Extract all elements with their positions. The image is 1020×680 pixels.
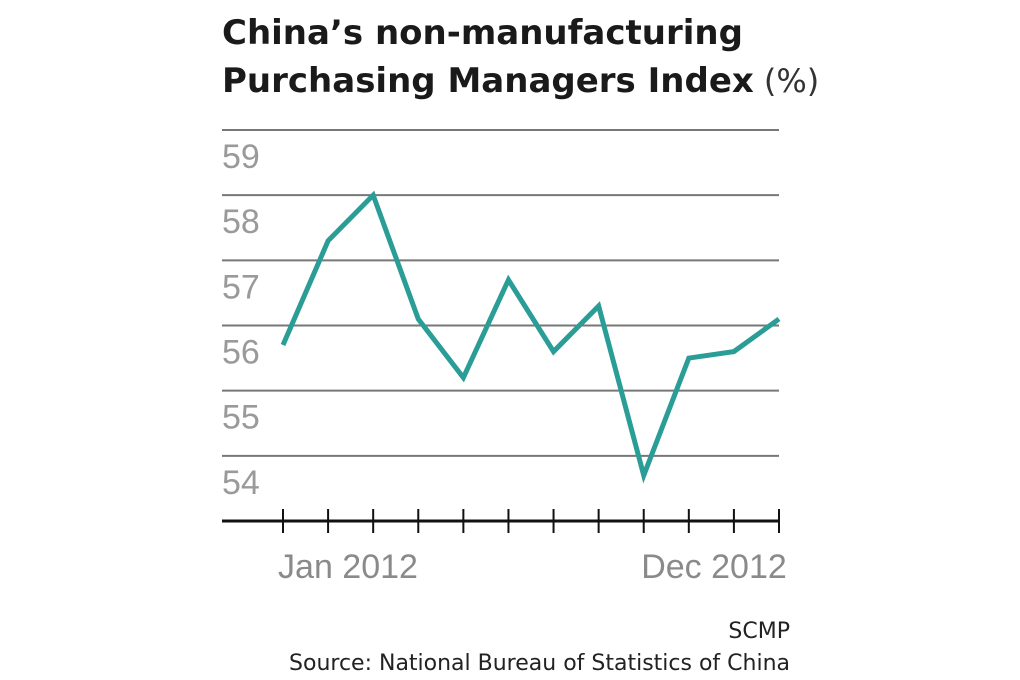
y-tick-label: 56 [222,334,260,372]
x-tick-label: Dec 2012 [641,548,787,586]
chart-title: Purchasing Managers Index (%) [222,61,819,101]
y-tick-label: 59 [222,138,260,176]
y-tick-label: 54 [222,464,260,502]
credit: SCMP [728,619,790,644]
chart-title: China’s non-manufacturing [222,13,743,53]
y-tick-label: 55 [222,399,260,437]
y-tick-label: 58 [222,203,260,241]
x-tick-label: Jan 2012 [278,548,418,586]
unit: (%) [764,62,819,100]
source: Source: National Bureau of Statistics of… [289,651,790,676]
y-tick-label: 57 [222,268,260,306]
chart-title-line: Purchasing Managers Index [222,61,754,101]
data-line [280,190,781,484]
